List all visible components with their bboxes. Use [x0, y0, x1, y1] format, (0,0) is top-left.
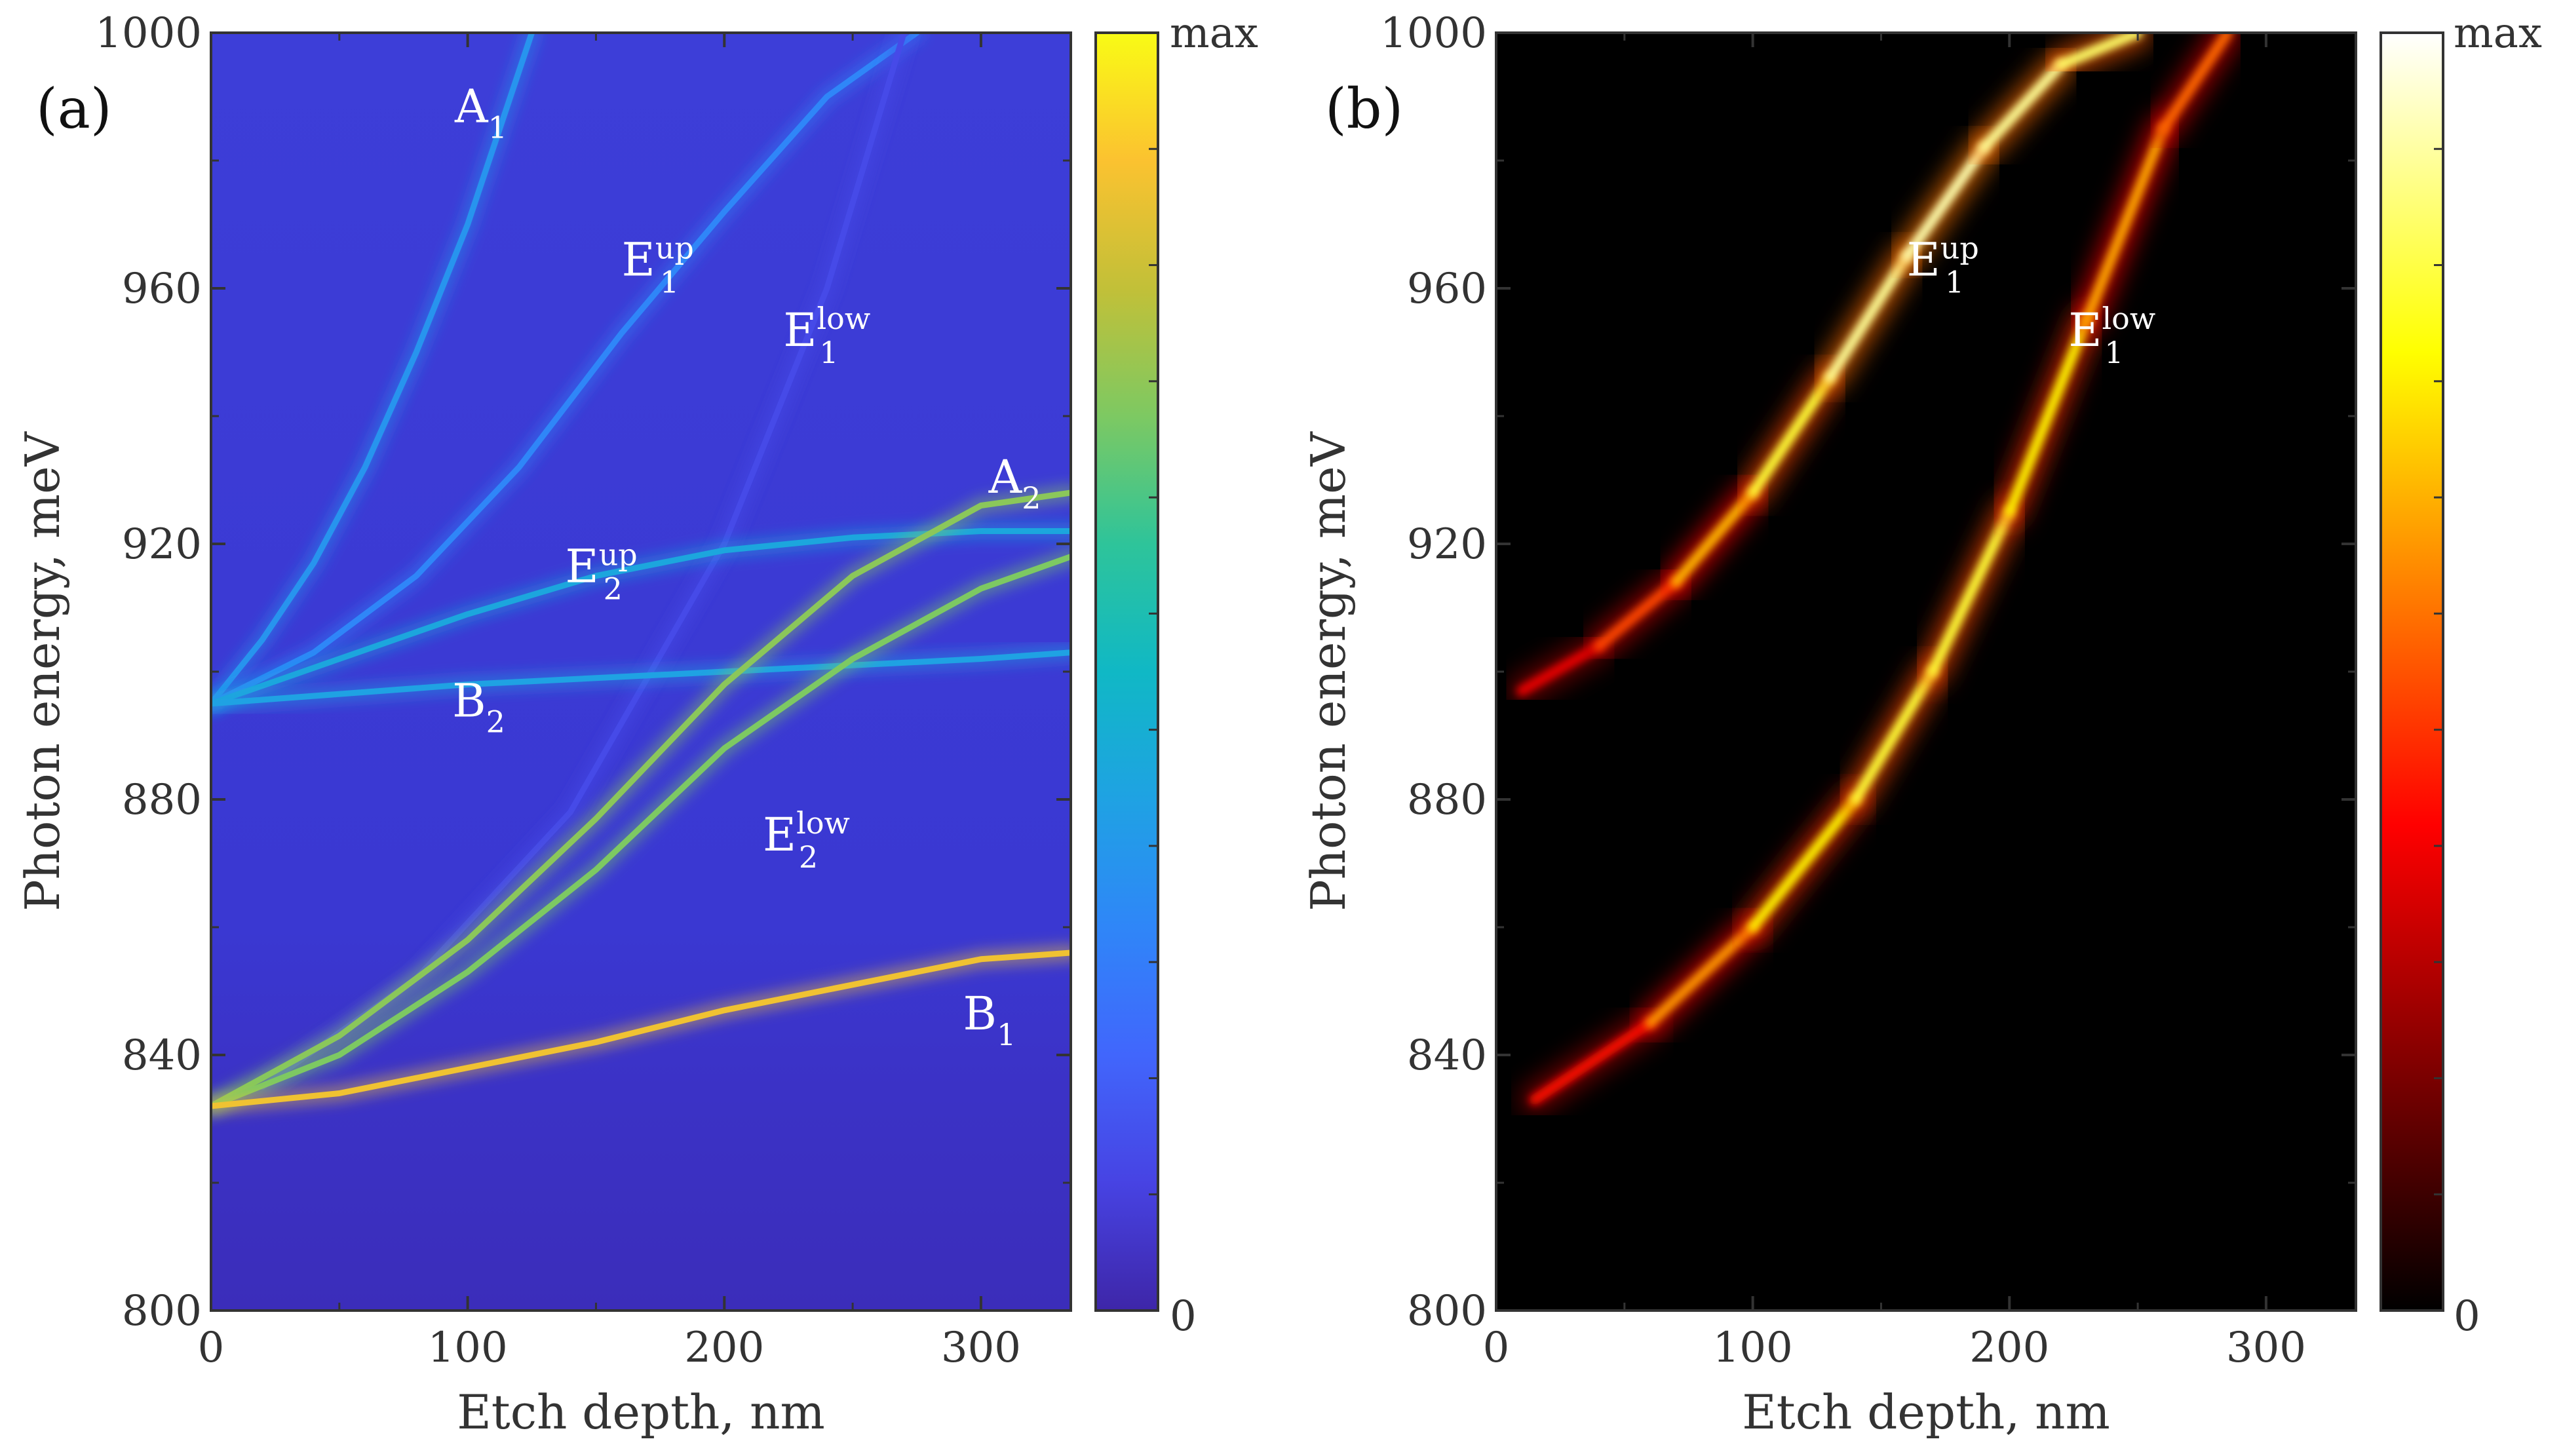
series-segment-e1-low [1529, 1018, 1655, 1105]
x-tick-label: 300 [2226, 1324, 2306, 1372]
y-tick-label: 800 [1407, 1287, 1487, 1335]
series-segment-e1-up [1978, 59, 2066, 153]
curve-annotation: Elow 1 [2068, 301, 2155, 370]
x-tick-label: 100 [1713, 1324, 1793, 1372]
series-segment-e1-low [1850, 666, 1938, 805]
y-tick-label: 920 [1407, 520, 1487, 569]
series-e2-low [211, 554, 1071, 1109]
annotations-b: Eup 1 Elow 1 [1907, 231, 2156, 370]
x-axis-label-b: Etch depth, nm [1742, 1385, 2110, 1440]
colorbar-max-label-a: max [1170, 9, 1258, 58]
y-tick-label: 840 [1407, 1031, 1487, 1080]
x-tick-label: 100 [428, 1324, 508, 1372]
y-axis-label-b: Photon energy, meV [1301, 431, 1356, 911]
series-b2 [211, 649, 1071, 707]
series-segment-e1-up [1593, 577, 1682, 651]
curve-annotation: Elow 1 [783, 301, 870, 370]
colorbar-min-label-a: 0 [1170, 1292, 1197, 1341]
curve-annotation: B1 [963, 987, 1016, 1052]
y-tick-label: 960 [1407, 265, 1487, 313]
x-axis-label-a: Etch depth, nm [457, 1385, 825, 1440]
colorbar-ticks-a [1149, 147, 1158, 1196]
series-segment-e1-low [2158, 33, 2233, 134]
y-tick-label: 840 [122, 1031, 202, 1080]
axis-ticks-a: 0 100 200 300 800 840 880 920 960 1000 [95, 9, 1071, 1372]
colorbar-min-label-b: 0 [2454, 1292, 2480, 1341]
x-tick-label: 300 [941, 1324, 1021, 1372]
curve-annotation: A2 [988, 450, 1041, 516]
y-tick-label: 1000 [95, 9, 202, 58]
series-segment-e1-up [1901, 142, 1990, 262]
x-tick-label: 0 [1483, 1324, 1510, 1372]
series-segment-e1-low [1927, 507, 2015, 677]
y-tick-label: 880 [122, 776, 202, 824]
series-segment-e1-up [1824, 251, 1912, 383]
series-e2-up [211, 528, 1071, 707]
curve-annotation: A1 [454, 80, 507, 145]
y-tick-label: 880 [1407, 776, 1487, 824]
annotations-a: A1 Eup 1 Elow 1 A2 Eup 2 B2 Elow 2 B1 [452, 80, 1041, 1053]
y-axis-label-a: Photon energy, meV [15, 431, 70, 911]
series-segment-e1-up [1747, 372, 1836, 498]
series-segment-e1-up [1670, 488, 1758, 588]
series-a2 [211, 489, 1071, 1109]
y-tick-label: 960 [122, 265, 202, 313]
colorbar-b [2380, 31, 2444, 1312]
series-segment-e1-low [2081, 123, 2169, 326]
colorbar-max-label-b: max [2454, 9, 2542, 58]
curves-a [211, 33, 1071, 1115]
series-a1 [211, 33, 535, 707]
curve-annotation: Elow 2 [763, 805, 850, 875]
x-tick-label: 200 [1969, 1324, 2049, 1372]
series-b1 [211, 949, 1071, 1109]
curve-annotation: Eup 1 [622, 231, 694, 300]
curve-annotation: Eup 2 [565, 537, 637, 607]
panel-b-label: (b) [1325, 77, 1403, 141]
y-tick-label: 800 [122, 1287, 202, 1335]
series-segment-e1-low [1747, 794, 1861, 932]
series-segment-e1-up [2055, 33, 2144, 70]
x-tick-label: 0 [198, 1324, 225, 1372]
series-segment-e1-up [1516, 641, 1604, 697]
panel-a: (a) 0 100 200 300 800 840 880 920 960 1000 A1 Eup 1… [15, 9, 1258, 1440]
panel-a-label: (a) [36, 77, 112, 141]
colorbar-a [1094, 31, 1159, 1312]
colorbar-ticks-b [2434, 147, 2443, 1196]
series-e1-up [211, 33, 920, 707]
series-segment-e1-low [2004, 315, 2092, 518]
y-tick-label: 1000 [1380, 9, 1487, 58]
y-tick-label: 920 [122, 520, 202, 569]
x-tick-label: 200 [684, 1324, 764, 1372]
curves-b [1507, 33, 2243, 1115]
axis-ticks-b: 0 100 200 300 800 840 880 920 960 1000 [1380, 9, 2356, 1372]
curve-annotation: B2 [452, 674, 505, 739]
panel-b: (b) 0 100 200 300 800 840 880 920 960 1000 Eup 1 El… [1301, 9, 2542, 1440]
series-segment-e1-low [1645, 922, 1758, 1029]
curve-annotation: Eup 1 [1907, 231, 1979, 300]
